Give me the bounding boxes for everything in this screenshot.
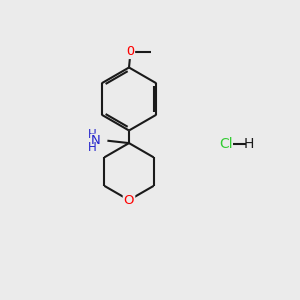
Text: H: H — [88, 128, 97, 141]
Text: Cl: Cl — [220, 137, 233, 151]
Text: H: H — [244, 137, 254, 151]
Text: O: O — [124, 194, 134, 207]
Text: O: O — [127, 45, 134, 58]
Text: H: H — [88, 141, 97, 154]
Text: N: N — [91, 134, 101, 147]
